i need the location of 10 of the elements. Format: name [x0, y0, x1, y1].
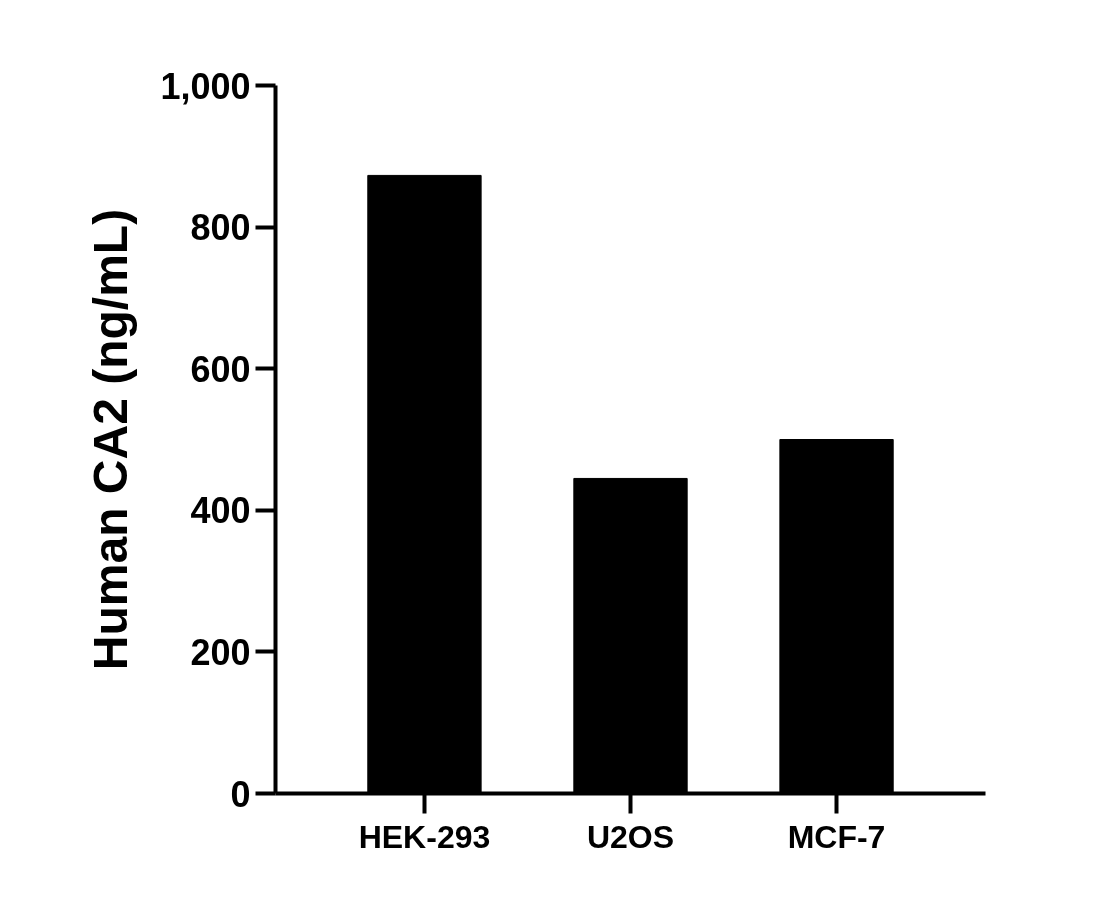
y-tick-label: 200	[190, 631, 251, 673]
x-tick-label: HEK-293	[358, 818, 491, 855]
y-tick-label: 0	[230, 773, 251, 815]
y-tick-label: 400	[190, 490, 251, 532]
y-axis-title: Human CA2 (ng/mL)	[84, 208, 138, 671]
y-tick-label: 1,000	[160, 65, 251, 107]
y-tick-label: 800	[190, 207, 251, 249]
x-tick-label: U2OS	[586, 818, 675, 855]
y-tick-label: 600	[190, 348, 251, 390]
x-tick-label: MCF-7	[787, 818, 886, 855]
